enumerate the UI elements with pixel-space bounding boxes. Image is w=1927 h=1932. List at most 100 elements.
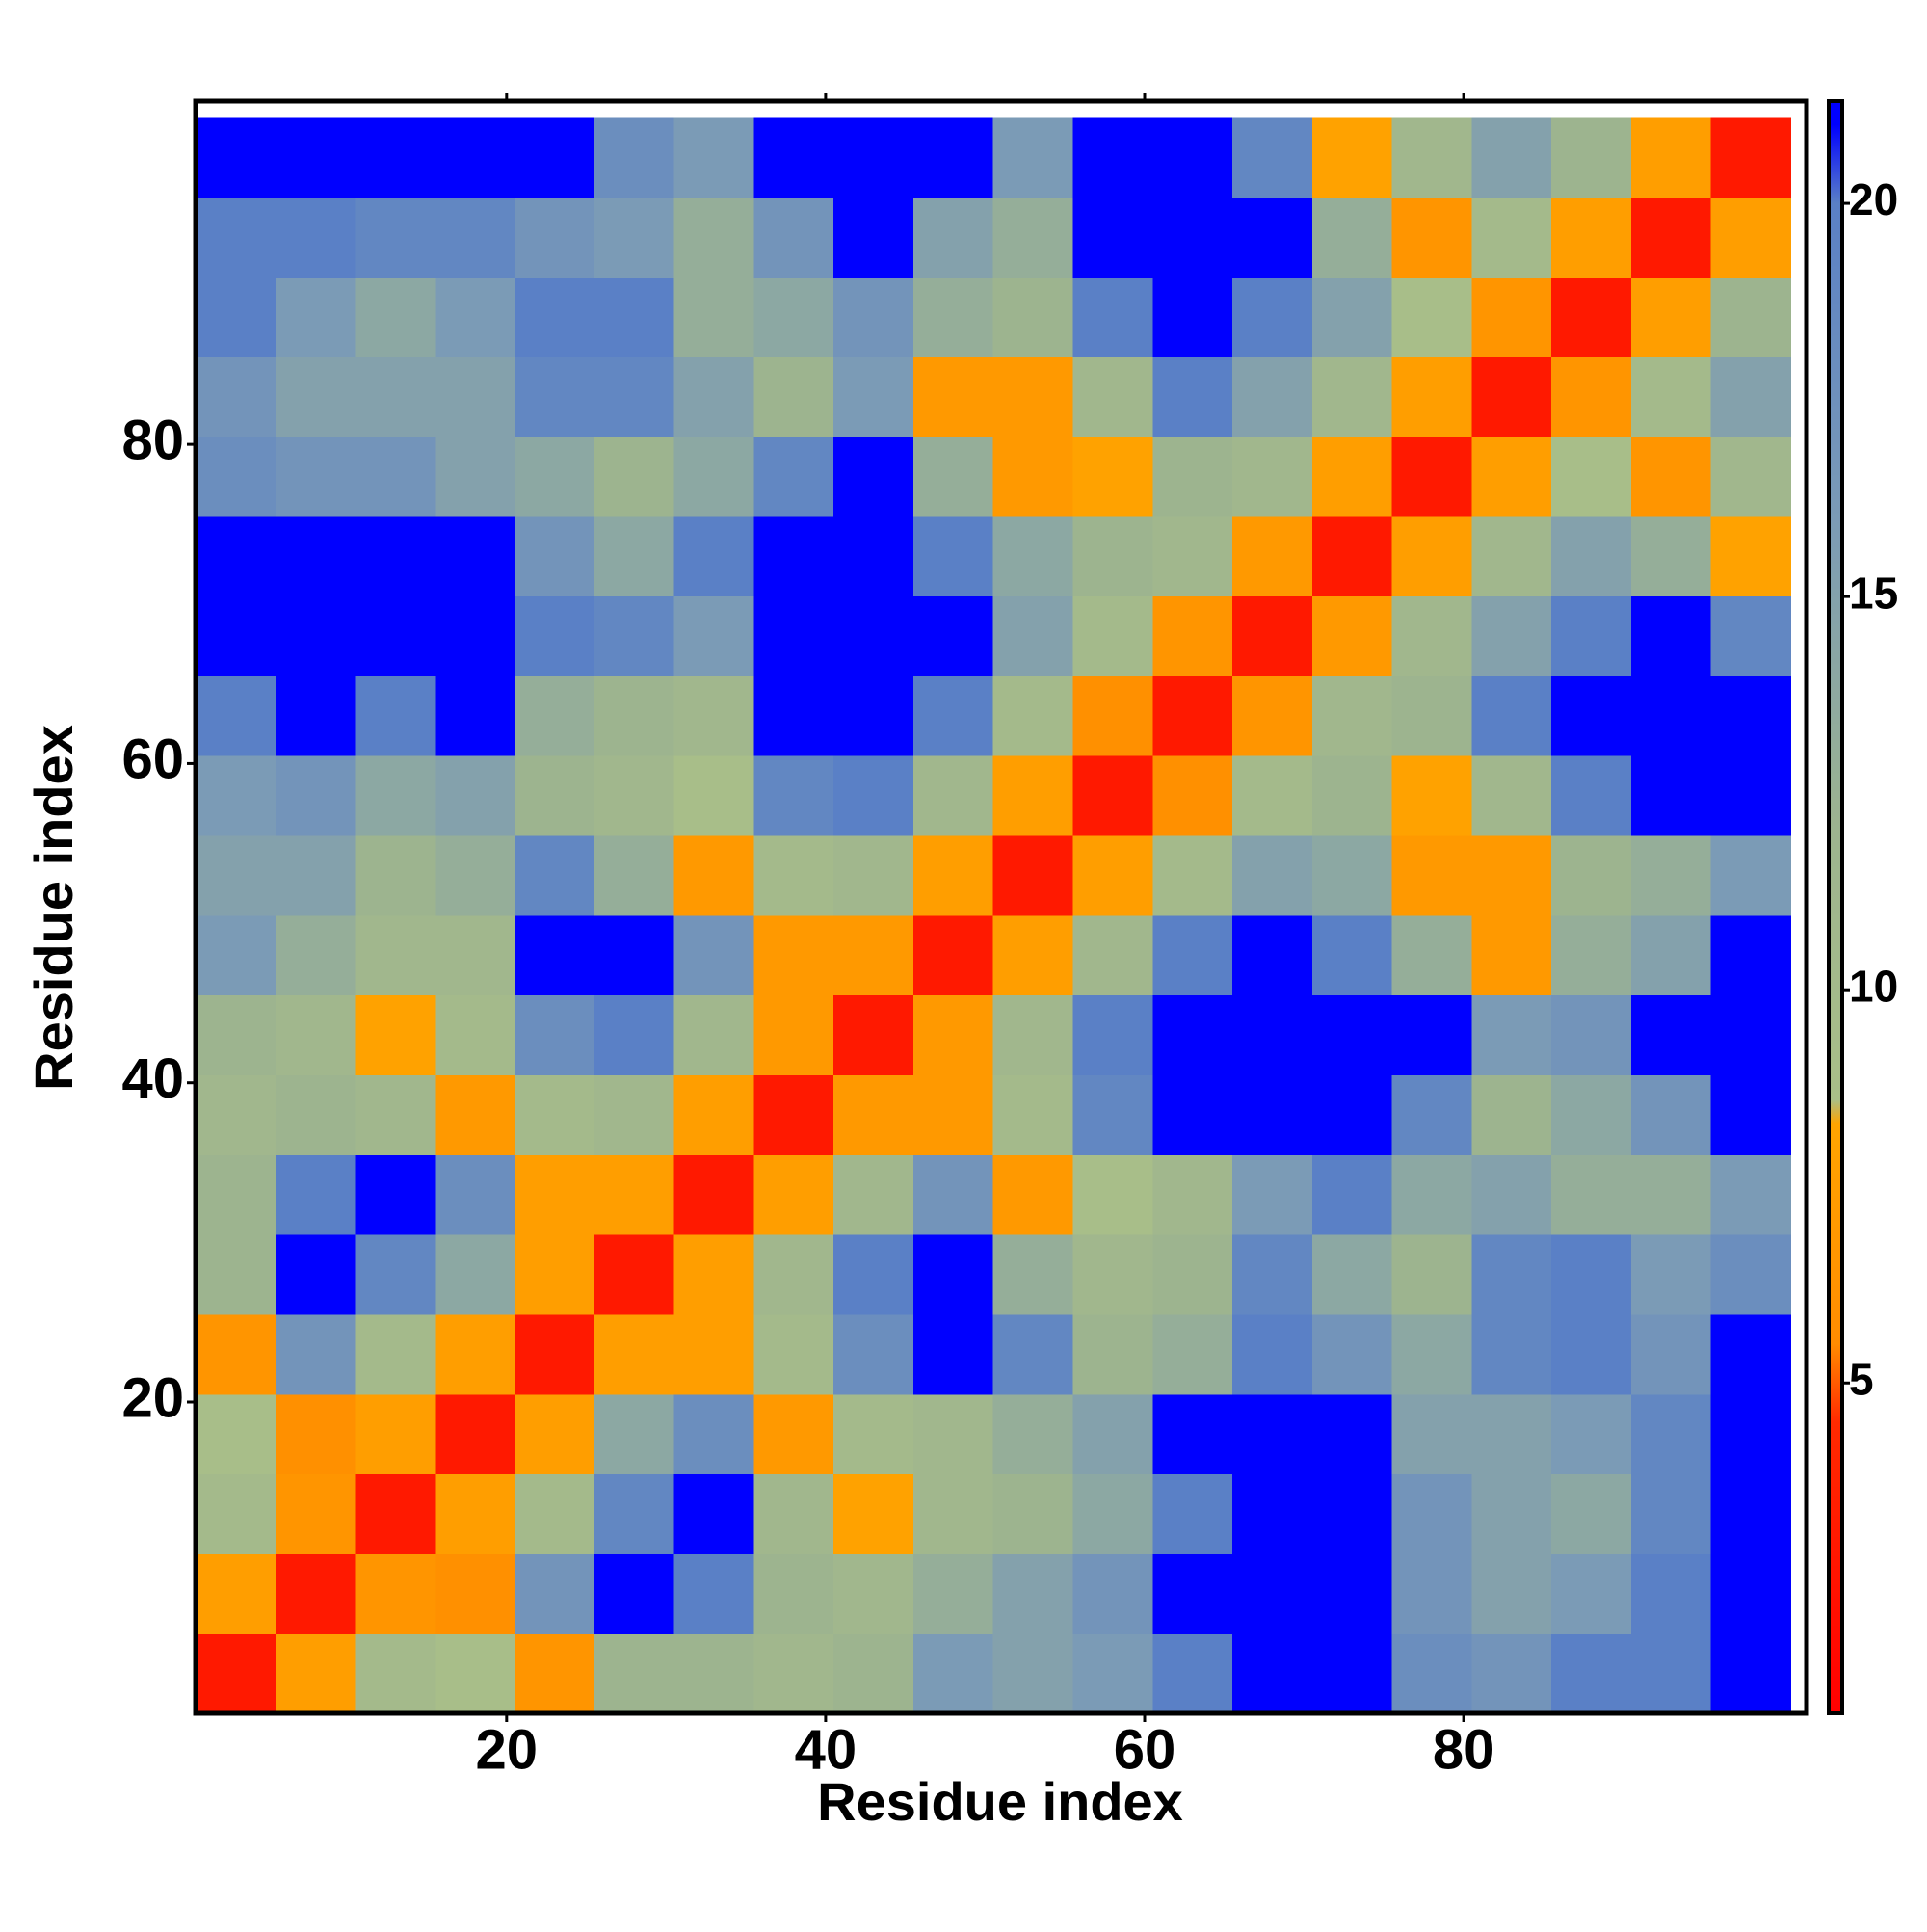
heatmap-cell [594,1553,675,1634]
heatmap-cell [1551,1473,1632,1554]
heatmap-cell [1391,1154,1472,1235]
heatmap-cell [992,834,1074,916]
heatmap-cell [1152,1313,1233,1395]
heatmap-cell [1072,516,1153,597]
heatmap-cell [515,1473,595,1554]
heatmap-cell [515,755,595,836]
heatmap-cell [1551,914,1632,996]
heatmap-cell [1391,1553,1472,1634]
heatmap-cell [992,1074,1074,1155]
heatmap-cell [594,357,675,437]
heatmap-cell [1710,1313,1792,1395]
heatmap-cell [1391,755,1472,836]
heatmap-cell [1152,1393,1233,1475]
heatmap-cell [275,1473,356,1554]
heatmap-cell [1391,914,1472,996]
heatmap-cell [1471,1074,1552,1155]
heatmap-cell [1710,914,1792,996]
heatmap-cell [435,357,515,437]
heatmap-cell [1232,1473,1313,1554]
heatmap-cell [1710,595,1792,676]
heatmap-cell [1152,755,1233,836]
heatmap-cell [275,675,356,756]
heatmap-cell [1311,1393,1393,1475]
heatmap-cell [1072,1154,1153,1235]
heatmap-cell [515,1313,595,1395]
heatmap-cell [1072,1473,1153,1554]
heatmap-cell [1311,595,1393,676]
heatmap-cell [355,755,436,836]
heatmap-cell [275,1154,356,1235]
heatmap-cell [1471,755,1552,836]
heatmap-cell [992,117,1074,198]
heatmap-cell [673,595,755,676]
heatmap-cell [992,1633,1074,1714]
heatmap-cell [355,675,436,756]
heatmap-cell [196,1313,277,1395]
heatmap-cell [196,1154,277,1235]
heatmap-cell [1630,1074,1712,1155]
heatmap-cell [355,1234,436,1315]
heatmap-cell [515,834,595,916]
heatmap-cell [1072,1234,1153,1315]
heatmap-cell [1232,1074,1313,1155]
heatmap-cell [992,357,1074,437]
heatmap-cell [833,834,914,916]
heatmap-cell [833,1313,914,1395]
x-axis-title: Residue index [817,1771,1183,1832]
heatmap-cell [594,994,675,1076]
heatmap-cell [435,994,515,1076]
heatmap-cell [1391,1473,1472,1554]
heatmap-cells [196,117,1792,1714]
heatmap-cell [912,1154,994,1235]
heatmap-cell [594,1633,675,1714]
heatmap-cell [1551,516,1632,597]
heatmap-cell [1391,277,1472,357]
heatmap-cell [1630,197,1712,278]
heatmap-cell [912,1633,994,1714]
heatmap-cell [594,755,675,836]
heatmap-cell [833,1074,914,1155]
heatmap-cell [275,357,356,437]
x-tick-label: 60 [1114,1718,1176,1781]
heatmap-cell [1710,675,1792,756]
heatmap-cell [1630,1473,1712,1554]
heatmap-cell [1232,1234,1313,1315]
heatmap-cell [196,755,277,836]
heatmap-cell [196,516,277,597]
colorbar-tick-label: 20 [1849,174,1898,225]
heatmap-cell [515,914,595,996]
heatmap-cell [1710,1074,1792,1155]
heatmap-cell [1551,1313,1632,1395]
heatmap-cell [1471,357,1552,437]
heatmap-cell [833,357,914,437]
heatmap-cell [753,994,834,1076]
heatmap-cell [196,675,277,756]
heatmap-cell [1391,1633,1472,1714]
heatmap-cell [1391,834,1472,916]
heatmap-cell [1551,994,1632,1076]
heatmap-cell [515,357,595,437]
colorbar-tick-label: 5 [1849,1354,1874,1404]
heatmap-cell [515,1633,595,1714]
heatmap-cell [1232,1553,1313,1634]
heatmap-cell [912,117,994,198]
heatmap-cell [515,516,595,597]
heatmap-cell [1630,357,1712,437]
heatmap-cell [1152,834,1233,916]
heatmap-cell [753,1473,834,1554]
heatmap-cell [1471,1234,1552,1315]
heatmap-cell [1471,117,1552,198]
colorbar-tick-label: 15 [1849,568,1898,618]
y-tick-label: 40 [121,1047,184,1110]
heatmap-cell [594,1154,675,1235]
heatmap-cell [196,277,277,357]
heatmap-cell [992,755,1074,836]
heatmap-cell [1391,1313,1472,1395]
heatmap-cell [912,1553,994,1634]
heatmap-cell [1551,277,1632,357]
heatmap-cell [992,675,1074,756]
heatmap-cell [1152,277,1233,357]
heatmap-cell [1311,755,1393,836]
